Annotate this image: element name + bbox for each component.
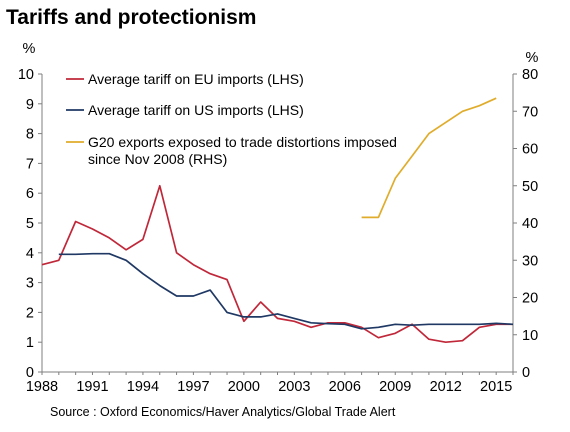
legend-label-3: G20 exports exposed to trade distortions… [88, 134, 397, 150]
left-tick-label: 2 [26, 305, 34, 321]
left-tick-label: 5 [26, 216, 34, 232]
chart-axes: 0 1 2 3 4 5 6 7 8 9 10 0 10 20 30 40 50 60 70 80%% 1988 1991 1… [18, 41, 539, 395]
left-tick-label: 6 [26, 186, 34, 202]
series-line-1 [41, 184, 513, 344]
x-tick-label: 2012 [430, 379, 462, 395]
left-tick-label: 7 [26, 156, 34, 172]
right-tick-label: 60 [522, 142, 538, 158]
x-tick-label: 1997 [177, 379, 209, 395]
left-tick-label: 8 [26, 127, 34, 143]
x-tick-label: 2015 [480, 379, 512, 395]
right-tick-label: 10 [522, 328, 538, 344]
x-tick-label: 1991 [76, 379, 108, 395]
legend-label-3: since Nov 2008 (RHS) [88, 151, 227, 167]
legend-label-1: Average tariff on EU imports (LHS) [88, 71, 304, 87]
x-tick-label: 2006 [329, 379, 361, 395]
series-line-3 [361, 97, 497, 219]
right-tick-label: 70 [522, 104, 538, 120]
x-tick-label: 1994 [127, 379, 159, 395]
right-tick-label: 0 [522, 365, 530, 381]
left-tick-label: 3 [26, 276, 34, 292]
left-tick-label: 9 [26, 97, 34, 113]
x-tick-label: 1988 [26, 379, 58, 395]
chart-legend: Average tariff on EU imports (LHS) Averag… [66, 71, 397, 167]
chart-title: Tariffs and protectionism [6, 6, 257, 29]
right-tick-label: 20 [522, 291, 538, 307]
series-line-2 [58, 252, 514, 330]
left-axis-unit: % [23, 41, 36, 57]
right-axis-unit: % [526, 50, 539, 66]
right-tick-label: 50 [522, 179, 538, 195]
left-tick-label: 0 [26, 365, 34, 381]
legend-label-2: Average tariff on US imports (LHS) [88, 102, 304, 118]
source-note: Source : Oxford Economics/Haver Analytic… [50, 405, 396, 419]
x-tick-label: 2000 [228, 379, 260, 395]
left-tick-label: 1 [26, 335, 34, 351]
left-tick-label: 10 [18, 67, 34, 83]
right-tick-label: 80 [522, 67, 538, 83]
x-tick-label: 2009 [379, 379, 411, 395]
left-tick-label: 4 [26, 246, 34, 262]
chart-series-lines [41, 97, 514, 344]
x-tick-label: 2003 [278, 379, 310, 395]
right-tick-label: 40 [522, 216, 538, 232]
right-tick-label: 30 [522, 253, 538, 269]
